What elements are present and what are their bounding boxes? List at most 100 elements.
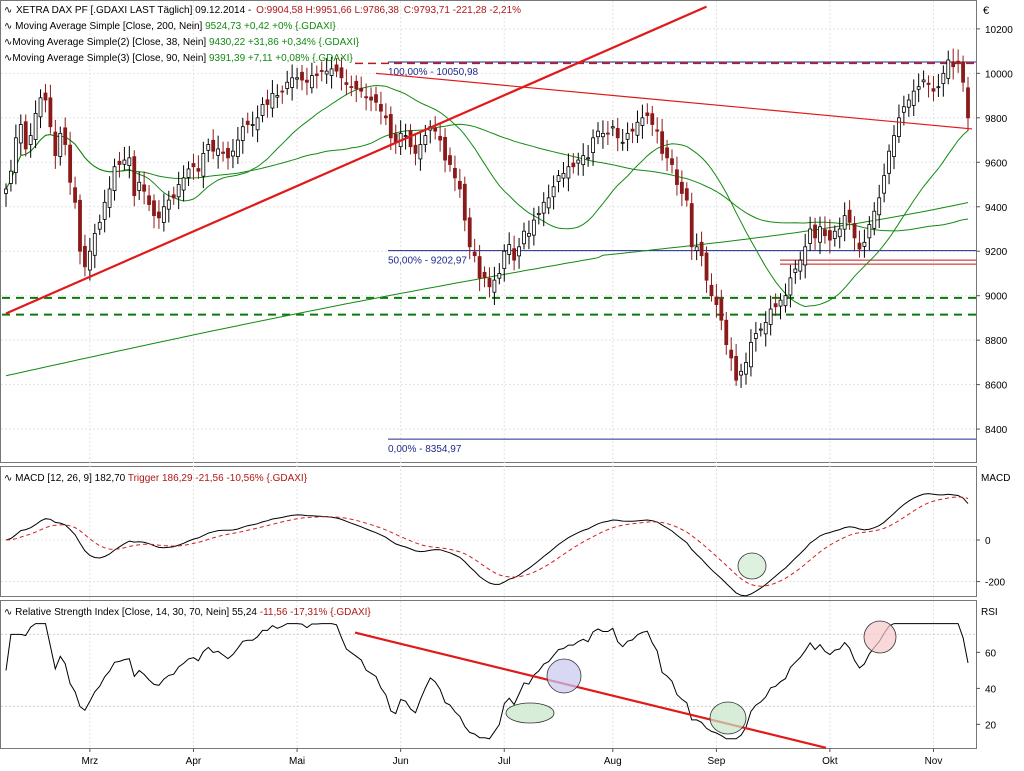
header-close: C:9793,71 -221,28 -2,21%: [404, 5, 521, 16]
candle-body: [921, 79, 926, 83]
candle-body: [255, 117, 260, 131]
rsi-tick-label: 60: [985, 648, 997, 659]
candle-body: [4, 188, 8, 194]
svg-text:∿ Relative Strength Index: ∿ Relative Strength Index [Close, 14, 30…: [4, 607, 371, 618]
month-label: Sep: [708, 756, 726, 767]
macd-header-icon: ∿: [4, 473, 12, 484]
candle-body: [818, 226, 822, 243]
candle-body: [699, 241, 704, 257]
candle-body: [956, 60, 961, 63]
candle-body: [374, 94, 378, 103]
rsi-oversold-circle: [505, 702, 555, 724]
candle-body: [882, 175, 887, 194]
candle-body: [813, 224, 817, 239]
candle-body: [926, 82, 931, 85]
price-tick-label: 9600: [985, 158, 1008, 169]
candle-body: [78, 199, 82, 252]
candle-body: [556, 175, 561, 182]
candle-body: [753, 333, 758, 339]
candle-body: [482, 271, 487, 279]
month-label: Mrz: [82, 756, 99, 767]
candle-body: [48, 97, 53, 128]
candle-body: [906, 99, 911, 108]
candle-body: [443, 136, 447, 161]
candle-body: [379, 104, 383, 112]
candle-body: [872, 210, 877, 229]
candle-body: [536, 213, 541, 216]
macd-panel-frame: [0, 466, 977, 597]
candle-body: [966, 87, 970, 119]
candle-body: [309, 75, 314, 89]
candle-body: [714, 296, 719, 305]
candle-body: [546, 197, 551, 209]
candle-body: [704, 252, 709, 281]
candle-body: [383, 115, 388, 119]
candle-body: [102, 201, 107, 220]
candle-body: [630, 128, 635, 132]
candle-body: [467, 217, 472, 248]
candle-body: [231, 150, 235, 157]
candle-body: [684, 188, 689, 201]
candle-body: [620, 141, 625, 144]
candle-body: [152, 200, 156, 217]
uptrend-line: [5, 5, 707, 315]
candle-body: [344, 82, 349, 85]
candle-body: [117, 160, 122, 165]
candle-body: [137, 181, 142, 191]
candle-body: [660, 131, 665, 154]
candle-body: [729, 349, 734, 359]
candle-body: [788, 277, 793, 296]
candle-body: [196, 168, 201, 172]
candle-body: [295, 77, 299, 80]
price-tick-label: 9000: [985, 292, 1008, 303]
candle-body: [778, 299, 783, 307]
candle-body: [161, 206, 166, 223]
svg-text:∿ Moving Average Simple: ∿ Moving Average Simple [Close, 200, Nei…: [4, 21, 336, 32]
candle-body: [265, 99, 270, 105]
candle-body: [842, 215, 847, 230]
candle-body: [408, 130, 413, 148]
candle-body: [92, 233, 97, 256]
ma-legend-icon: ∿: [4, 21, 12, 32]
downtrend-line: [375, 72, 973, 130]
fib-label: 100,00% - 10050,98: [388, 67, 479, 78]
candle-body: [512, 248, 517, 261]
candle-body: [931, 88, 936, 92]
price-tick-label: 8600: [985, 381, 1008, 392]
svg-text:∿ MACD [12, 26, 9] 182,70: ∿ MACD [12, 26, 9] 182,70 Trigger 186,29…: [4, 473, 308, 484]
candle-body: [591, 137, 595, 153]
candle-body: [477, 256, 482, 279]
rsi-header: Relative Strength Index [Close, 14, 30, …: [15, 607, 257, 618]
candle-body: [63, 127, 68, 145]
candle-body: [181, 177, 186, 191]
rsi-plot-layer: [5, 620, 969, 749]
macd-trigger-line: [5, 496, 969, 587]
candle-body: [270, 92, 275, 109]
candle-body: [245, 120, 250, 125]
candle-body: [147, 195, 151, 205]
candle-body: [946, 59, 951, 79]
candle-body: [275, 95, 280, 98]
candle-body: [911, 90, 916, 106]
candle-body: [823, 229, 827, 237]
candle-body: [832, 230, 837, 239]
candle-body: [877, 197, 882, 216]
candle-body: [739, 370, 743, 376]
candle-body: [689, 203, 694, 248]
currency-label: €: [983, 5, 989, 17]
candle-body: [107, 188, 112, 208]
candle-body: [507, 244, 512, 255]
ma90-line: [5, 123, 969, 232]
candle-body: [581, 155, 586, 166]
candle-body: [359, 87, 364, 92]
candle-body: [216, 148, 221, 156]
candle-body: [571, 162, 576, 168]
candle-body: [768, 308, 773, 325]
price-tick-label: 9200: [985, 247, 1008, 258]
macd-tick-label: 0: [985, 536, 991, 547]
fib-label: 50,00% - 9202,97: [388, 256, 467, 267]
ma-legend-row: ∿Moving Average Simple(2) [Close, 38, Ne…: [4, 37, 360, 48]
candle-body: [645, 112, 650, 117]
candle-body: [354, 80, 359, 90]
